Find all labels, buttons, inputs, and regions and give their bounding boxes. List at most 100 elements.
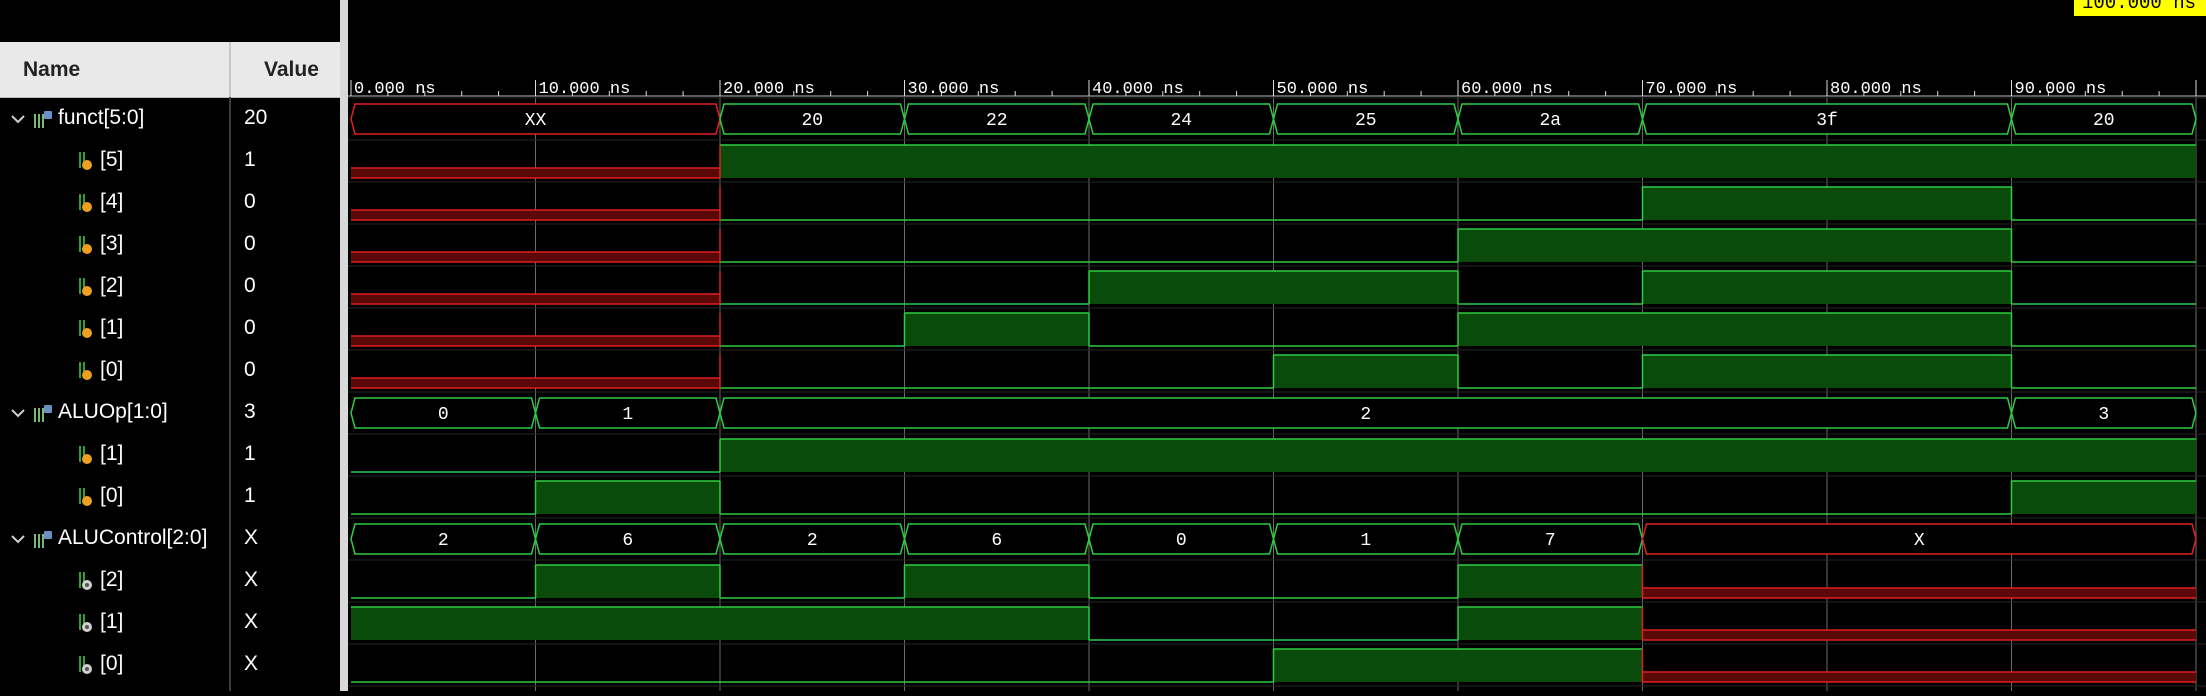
signal-name: [1] [100, 442, 124, 465]
signal-name: [0] [100, 484, 124, 507]
time-tick-label: 30.000 ns [908, 80, 1000, 99]
bus-value-label: 25 [1355, 111, 1377, 131]
signal-name: [5] [100, 148, 124, 171]
bus-signal-icon [33, 402, 53, 424]
waveform-trace[interactable]: XX 20 22 24 25 2a 3f 20 [350, 103, 2197, 135]
bus-value-label: 2 [438, 531, 449, 551]
chevron-down-icon[interactable] [9, 530, 27, 548]
high-level-fill [535, 565, 720, 598]
time-tick-label: 0.000 ns [354, 80, 436, 99]
signal-name: ALUOp[1:0] [58, 400, 168, 423]
signal-row-bit[interactable]: [1] 0 [0, 308, 340, 350]
bus-value-label: 2a [1539, 111, 1561, 131]
high-level-fill [1089, 271, 1458, 304]
signal-value: 1 [244, 442, 256, 465]
signal-name: [1] [100, 316, 124, 339]
waveform-trace[interactable] [351, 186, 2196, 221]
waveform-trace[interactable] [351, 564, 2196, 599]
signal-name: [2] [100, 274, 124, 297]
signal-value: X [244, 568, 259, 591]
waveform-trace[interactable]: 2 6 2 6 0 1 7 X [350, 523, 2197, 555]
input-port-icon [76, 276, 96, 298]
signal-row-bit[interactable]: [3] 0 [0, 224, 340, 266]
signal-row-bit[interactable]: [1] X [0, 602, 340, 644]
bus-value-label: 1 [622, 405, 633, 425]
waveform-trace[interactable]: 0 1 2 3 [350, 397, 2197, 429]
bus-value-label: 22 [986, 111, 1008, 131]
signal-row-bit[interactable]: [1] 1 [0, 434, 340, 476]
column-divider[interactable] [229, 42, 231, 97]
input-port-icon [76, 444, 96, 466]
signal-value: 0 [244, 316, 256, 339]
bus-value-label: 6 [622, 531, 633, 551]
signal-name-panel: Name Value funct[5:0] 20 [5] 1 [4] 0 [3] 0 [2] 0[… [0, 0, 340, 691]
high-level-fill [1458, 229, 2012, 262]
bus-value-label: X [1914, 531, 1925, 551]
high-level-fill [2011, 481, 2196, 514]
column-header: Name Value [0, 42, 340, 98]
unknown-level-fill [1642, 588, 2196, 598]
signal-row-bit[interactable]: [5] 1 [0, 140, 340, 182]
pane-splitter[interactable] [340, 0, 348, 691]
cursor-time-label: 100.000 ns [2074, 0, 2206, 16]
chevron-down-icon[interactable] [9, 110, 27, 128]
signal-name: [3] [100, 232, 124, 255]
unknown-level-fill [351, 168, 720, 178]
signal-name: ALUControl[2:0] [58, 526, 208, 549]
signal-value: X [244, 526, 259, 549]
bus-value-label: 3 [2098, 405, 2109, 425]
signal-value: 1 [244, 148, 256, 171]
unknown-level-fill [351, 210, 720, 220]
waveform-trace[interactable] [351, 354, 2196, 389]
high-level-fill [535, 481, 720, 514]
signal-row-bit[interactable]: [0] 0 [0, 350, 340, 392]
signal-value: 0 [244, 358, 256, 381]
signal-value: 3 [244, 400, 256, 423]
waveform-trace[interactable] [351, 312, 2196, 347]
time-ruler: 0.000 ns 10.000 ns 20.000 ns 30.000 ns 40.00… [348, 80, 2206, 99]
cursor-time-text: 100.000 ns [2082, 0, 2197, 14]
waveform-trace[interactable] [351, 480, 2196, 515]
waveform-trace[interactable] [351, 606, 2196, 641]
signal-value: X [244, 652, 259, 675]
time-tick-label: 80.000 ns [1830, 80, 1922, 99]
signal-row-bit[interactable]: [0] X [0, 644, 340, 686]
signal-row-bus[interactable]: funct[5:0] 20 [0, 98, 340, 140]
waveform-pane[interactable]: 0.000 ns 10.000 ns 20.000 ns 30.000 ns 40.00… [348, 0, 2206, 691]
time-tick-label: 50.000 ns [1277, 80, 1369, 99]
bus-value-label: 24 [1170, 111, 1192, 131]
signal-value: 1 [244, 484, 256, 507]
signal-name: [2] [100, 568, 124, 591]
signal-row-bus[interactable]: ALUControl[2:0] X [0, 518, 340, 560]
high-level-fill [1642, 187, 2012, 220]
bus-value-label: 0 [1176, 531, 1187, 551]
time-tick-label: 60.000 ns [1461, 80, 1553, 99]
signal-row-bus[interactable]: ALUOp[1:0] 3 [0, 392, 340, 434]
waveform-trace[interactable] [351, 438, 2196, 473]
signal-value: 0 [244, 274, 256, 297]
input-port-icon [76, 150, 96, 172]
waveform-trace[interactable] [351, 228, 2196, 263]
time-tick-label: 40.000 ns [1092, 80, 1184, 99]
bus-value-label: 7 [1545, 531, 1556, 551]
name-column-header[interactable]: Name [23, 58, 81, 81]
signal-row-bit[interactable]: [2] X [0, 560, 340, 602]
waveform-trace[interactable] [351, 648, 2196, 683]
bus-value-label: 0 [438, 405, 449, 425]
bus-value-label: 3f [1816, 111, 1838, 131]
waveform-trace[interactable] [351, 144, 2196, 179]
high-level-fill [1458, 313, 2012, 346]
signal-row-bit[interactable]: [0] 1 [0, 476, 340, 518]
signal-value: 0 [244, 232, 256, 255]
waveform-trace[interactable] [351, 270, 2196, 305]
output-port-icon [76, 654, 96, 676]
signal-row-bit[interactable]: [4] 0 [0, 182, 340, 224]
time-tick-label: 10.000 ns [539, 80, 631, 99]
waveform-canvas[interactable]: 0.000 ns 10.000 ns 20.000 ns 30.000 ns 40.00… [348, 0, 2206, 691]
signal-row-bit[interactable]: [2] 0 [0, 266, 340, 308]
bus-value-label: 20 [801, 111, 823, 131]
value-column-header[interactable]: Value [264, 58, 319, 81]
high-level-fill [1458, 607, 1643, 640]
high-level-fill [904, 313, 1089, 346]
chevron-down-icon[interactable] [9, 404, 27, 422]
